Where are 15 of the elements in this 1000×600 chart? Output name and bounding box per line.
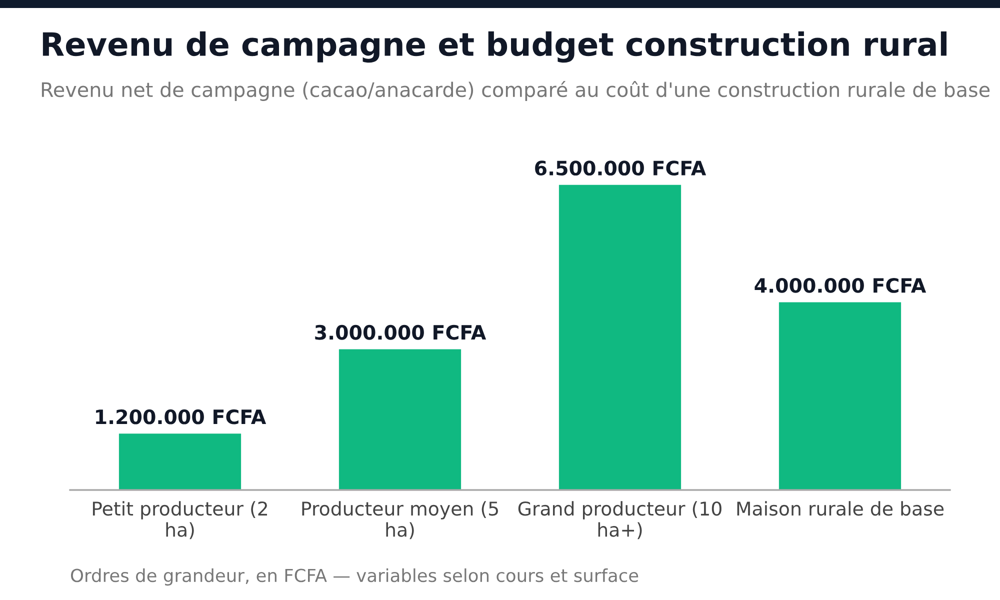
- data-label: 6.500.000 FCFA: [535, 160, 706, 176]
- bar: [338, 349, 462, 490]
- data-label: 1.200.000 FCFA: [96, 409, 266, 424]
- chart-subtitle: Revenu net de campagne (cacao/anacarde) comparé au coût d'une construction rurale de base: [42, 80, 990, 102]
- x-tick-label: Petit producteur (2 ha): [92, 501, 267, 540]
- bar: [558, 184, 682, 490]
- text: Ordres de grandeur, en FCFA — variables selon cours et surface: [70, 568, 638, 586]
- data-label: 4.000.000 FCFA: [754, 278, 926, 293]
- chart-title: Revenu de campagne et budget construction rural: [42, 31, 946, 63]
- data-label: 3.000.000 FCFA: [315, 324, 486, 340]
- bar: [778, 302, 902, 490]
- x-tick-label: Maison rurale de base: [737, 501, 944, 516]
- x-tick-label: Grand producteur (10 ha+): [518, 501, 722, 540]
- x-tick-label: Producteur moyen (5 ha): [302, 501, 498, 540]
- bar: [118, 434, 242, 490]
